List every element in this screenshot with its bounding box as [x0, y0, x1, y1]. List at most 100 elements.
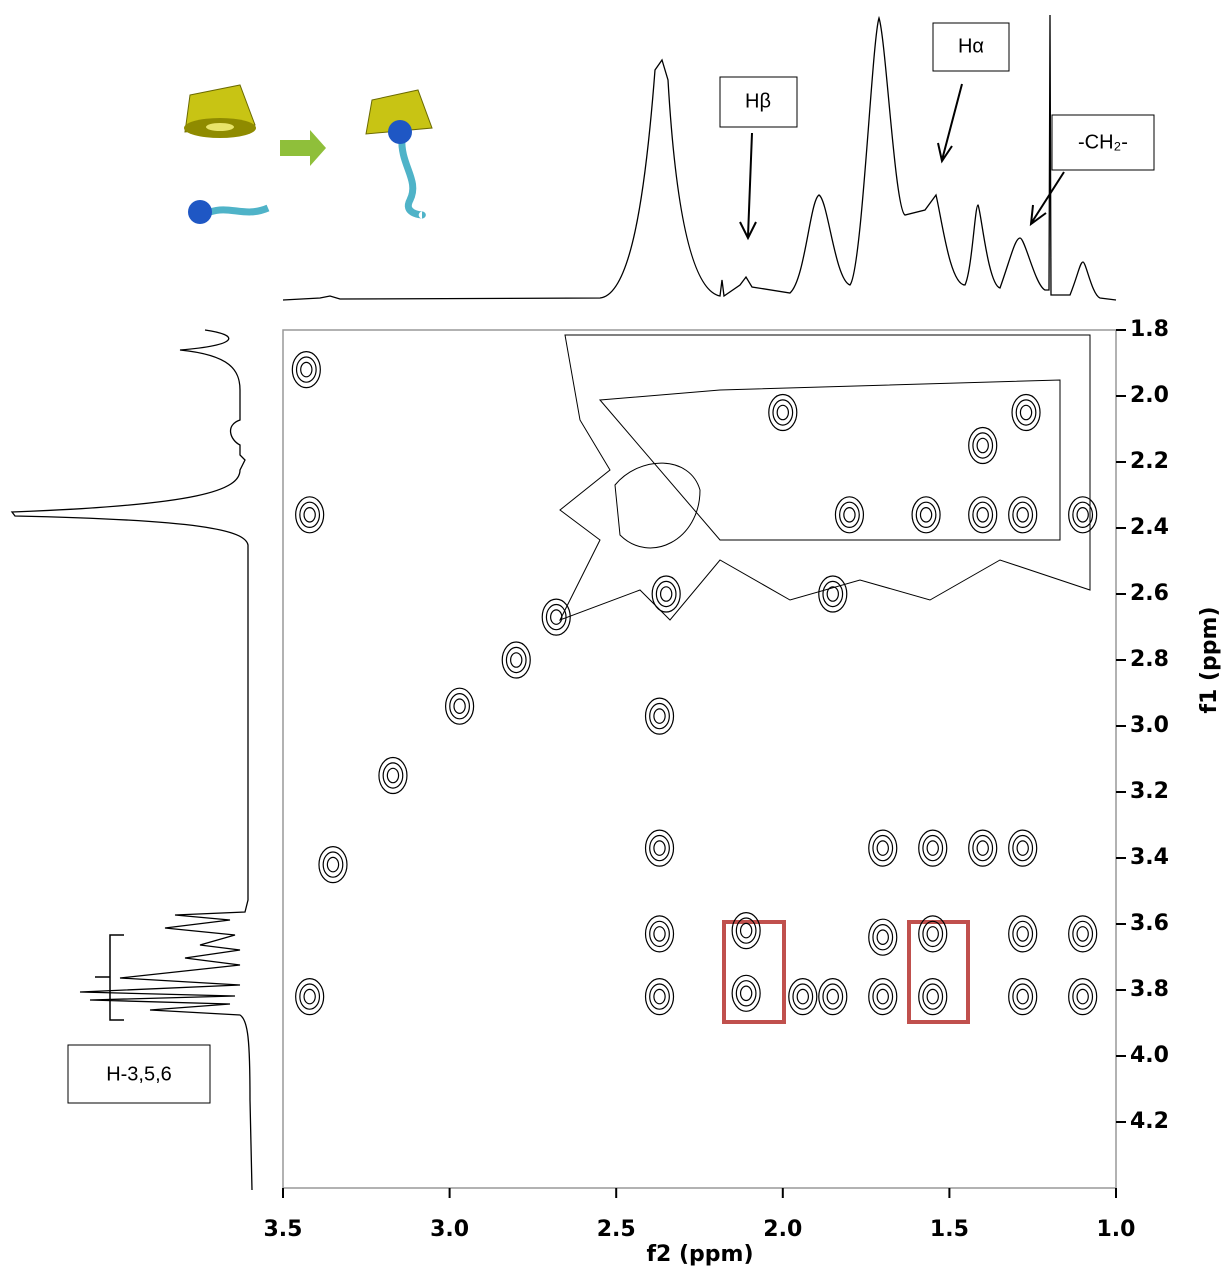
- x-tick-label: 3.0: [430, 1217, 469, 1242]
- x-axis-label: f2 (ppm): [646, 1242, 753, 1267]
- contour-ring: [295, 356, 317, 383]
- cross-peak: [911, 496, 941, 534]
- arrow: [739, 132, 757, 241]
- cross-peak: [968, 426, 998, 465]
- contour-ring: [644, 915, 675, 953]
- cross-peak: [1008, 915, 1038, 953]
- contour-ring: [1012, 834, 1034, 862]
- plot-frame: [282, 329, 1117, 1189]
- cross-peak: [1011, 393, 1041, 432]
- contour-ring: [1008, 915, 1038, 953]
- contour-ring: [972, 834, 994, 862]
- contour-ring: [822, 580, 844, 608]
- contour-ring: [822, 983, 844, 1010]
- contour-ring: [300, 361, 313, 378]
- cross-peak: [1008, 977, 1038, 1016]
- contour-ring: [653, 840, 666, 856]
- contour-ring: [968, 496, 998, 534]
- contour-ring: [976, 437, 989, 454]
- cross-peak: [378, 756, 408, 795]
- cross-peak: [318, 845, 348, 884]
- contour-ring: [796, 988, 809, 1005]
- contour-ring: [651, 575, 681, 613]
- contour-ring: [922, 983, 944, 1010]
- y-tick-label: 4.2: [1130, 1109, 1169, 1134]
- contour-ring: [644, 977, 675, 1016]
- contour-ring: [735, 917, 757, 944]
- cross-peak: [1008, 829, 1038, 867]
- contour-ring: [545, 603, 567, 631]
- cross-peak: [918, 829, 948, 867]
- cross-peak: [541, 598, 571, 636]
- cross-peak: [868, 829, 898, 867]
- contour-ring: [872, 983, 894, 1010]
- cross-peak: [731, 911, 761, 950]
- annotation-box: [932, 22, 1010, 72]
- cross-peak: [295, 496, 325, 534]
- contour-ring: [826, 988, 839, 1005]
- cross-peak: [868, 918, 898, 956]
- contour-ring: [1008, 977, 1038, 1016]
- contour-ring: [911, 496, 941, 534]
- contour-ring: [299, 983, 321, 1010]
- cross-peak: [731, 974, 761, 1012]
- contour-ring: [739, 922, 753, 939]
- y-tick-label: 3.4: [1130, 845, 1169, 870]
- contour-ring: [649, 834, 670, 862]
- annotation-box: [719, 76, 798, 128]
- contour-ring: [550, 609, 563, 625]
- contour-ring: [818, 977, 848, 1016]
- contour-ring: [1068, 977, 1098, 1016]
- contour-ring: [1015, 399, 1037, 426]
- contour-ring: [1068, 915, 1098, 953]
- y-tick-label: 2.6: [1130, 581, 1169, 606]
- contour-ring: [1076, 506, 1089, 523]
- contour-ring: [972, 501, 994, 528]
- contour-ring: [382, 762, 404, 789]
- contour-ring: [295, 496, 325, 534]
- contour-ring: [1072, 501, 1094, 528]
- contour-ring: [1011, 393, 1041, 432]
- contour-ring: [918, 977, 948, 1016]
- contour-ring: [653, 926, 666, 942]
- contour-ring: [731, 974, 761, 1012]
- contour-ring: [322, 851, 344, 878]
- contour-ring: [976, 506, 989, 523]
- contour-ring: [1012, 983, 1034, 1010]
- contour-ring: [792, 983, 814, 1010]
- contour-ring: [510, 652, 523, 668]
- contour-ring: [772, 399, 794, 426]
- contour-ring: [876, 988, 889, 1005]
- contour-ring: [1016, 988, 1029, 1005]
- contour-ring: [649, 983, 670, 1010]
- cross-peak: [968, 829, 998, 867]
- cross-peak: [295, 977, 325, 1016]
- host-guest-cartoon: [184, 84, 433, 224]
- contour-ring: [926, 840, 939, 856]
- contour-ring: [976, 840, 989, 856]
- cross-peak: [644, 977, 675, 1016]
- cross-peak: [644, 915, 675, 953]
- contour-ring: [644, 829, 675, 867]
- cross-peak: [501, 641, 531, 679]
- contour-ring: [918, 829, 948, 867]
- contour-ring: [541, 598, 571, 636]
- contour-ring: [303, 506, 316, 523]
- contour-ring: [872, 834, 894, 862]
- cross-peak: [1008, 496, 1038, 534]
- contour-ring: [649, 702, 670, 730]
- cross-peak: [291, 351, 321, 389]
- y-tick-label: 3.8: [1130, 977, 1169, 1002]
- cross-peak: [768, 393, 798, 432]
- contour-ring: [972, 432, 994, 459]
- contour-ring: [659, 586, 673, 602]
- contour-ring: [1016, 840, 1029, 856]
- contour-ring: [444, 687, 475, 725]
- contour-ring: [505, 646, 527, 674]
- y-tick-label: 1.8: [1130, 317, 1169, 342]
- cross-peak: [1068, 977, 1098, 1016]
- contour-ring: [653, 988, 666, 1005]
- contour-ring: [834, 496, 865, 534]
- f2-projection: [282, 14, 1117, 301]
